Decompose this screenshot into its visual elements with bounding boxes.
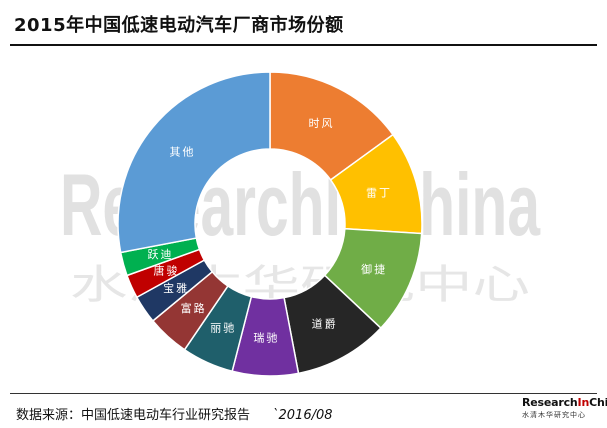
logo-research: Research	[522, 396, 578, 409]
source-date: `2016/08	[272, 408, 333, 423]
footer-rule	[10, 393, 597, 394]
donut-slice-11	[117, 71, 271, 254]
slice-label-10: 跃迪	[148, 247, 174, 261]
logo-subtitle: 水清木华研究中心	[522, 411, 586, 419]
slice-label-8: 宝雅	[163, 281, 189, 295]
slice-label-9: 唐骏	[154, 264, 180, 278]
donut-slices	[117, 71, 423, 377]
slice-label-1: 时风	[309, 117, 335, 130]
logo-wordmark: ResearchInChina	[522, 396, 607, 409]
slice-label-6: 丽驰	[210, 320, 236, 334]
source-text: 数据来源：中国低速电动车行业研究报告	[16, 408, 251, 423]
logo-china: China	[589, 396, 607, 409]
slice-label-7: 富路	[181, 301, 207, 315]
slice-label-2: 雷丁	[366, 186, 392, 199]
slice-label-5: 瑞驰	[253, 330, 279, 344]
slice-label-3: 御捷	[361, 262, 387, 276]
source-note: 数据来源：中国低速电动车行业研究报告 `2016/08	[16, 404, 333, 423]
chart-title: 2015年中国低速电动汽车厂商市场份额	[14, 15, 344, 36]
slice-label-4: 道爵	[312, 316, 338, 330]
slice-label-11: 其他	[170, 146, 196, 159]
title-underline	[10, 44, 597, 46]
logo-in: In	[577, 396, 590, 409]
researchinchina-logo: ResearchInChina 水清木华研究中心	[522, 396, 607, 420]
donut-chart: ResearchInChina 水清木华研究中心 时风雷丁御捷道爵瑞驰丽驰富路宝…	[60, 71, 541, 377]
